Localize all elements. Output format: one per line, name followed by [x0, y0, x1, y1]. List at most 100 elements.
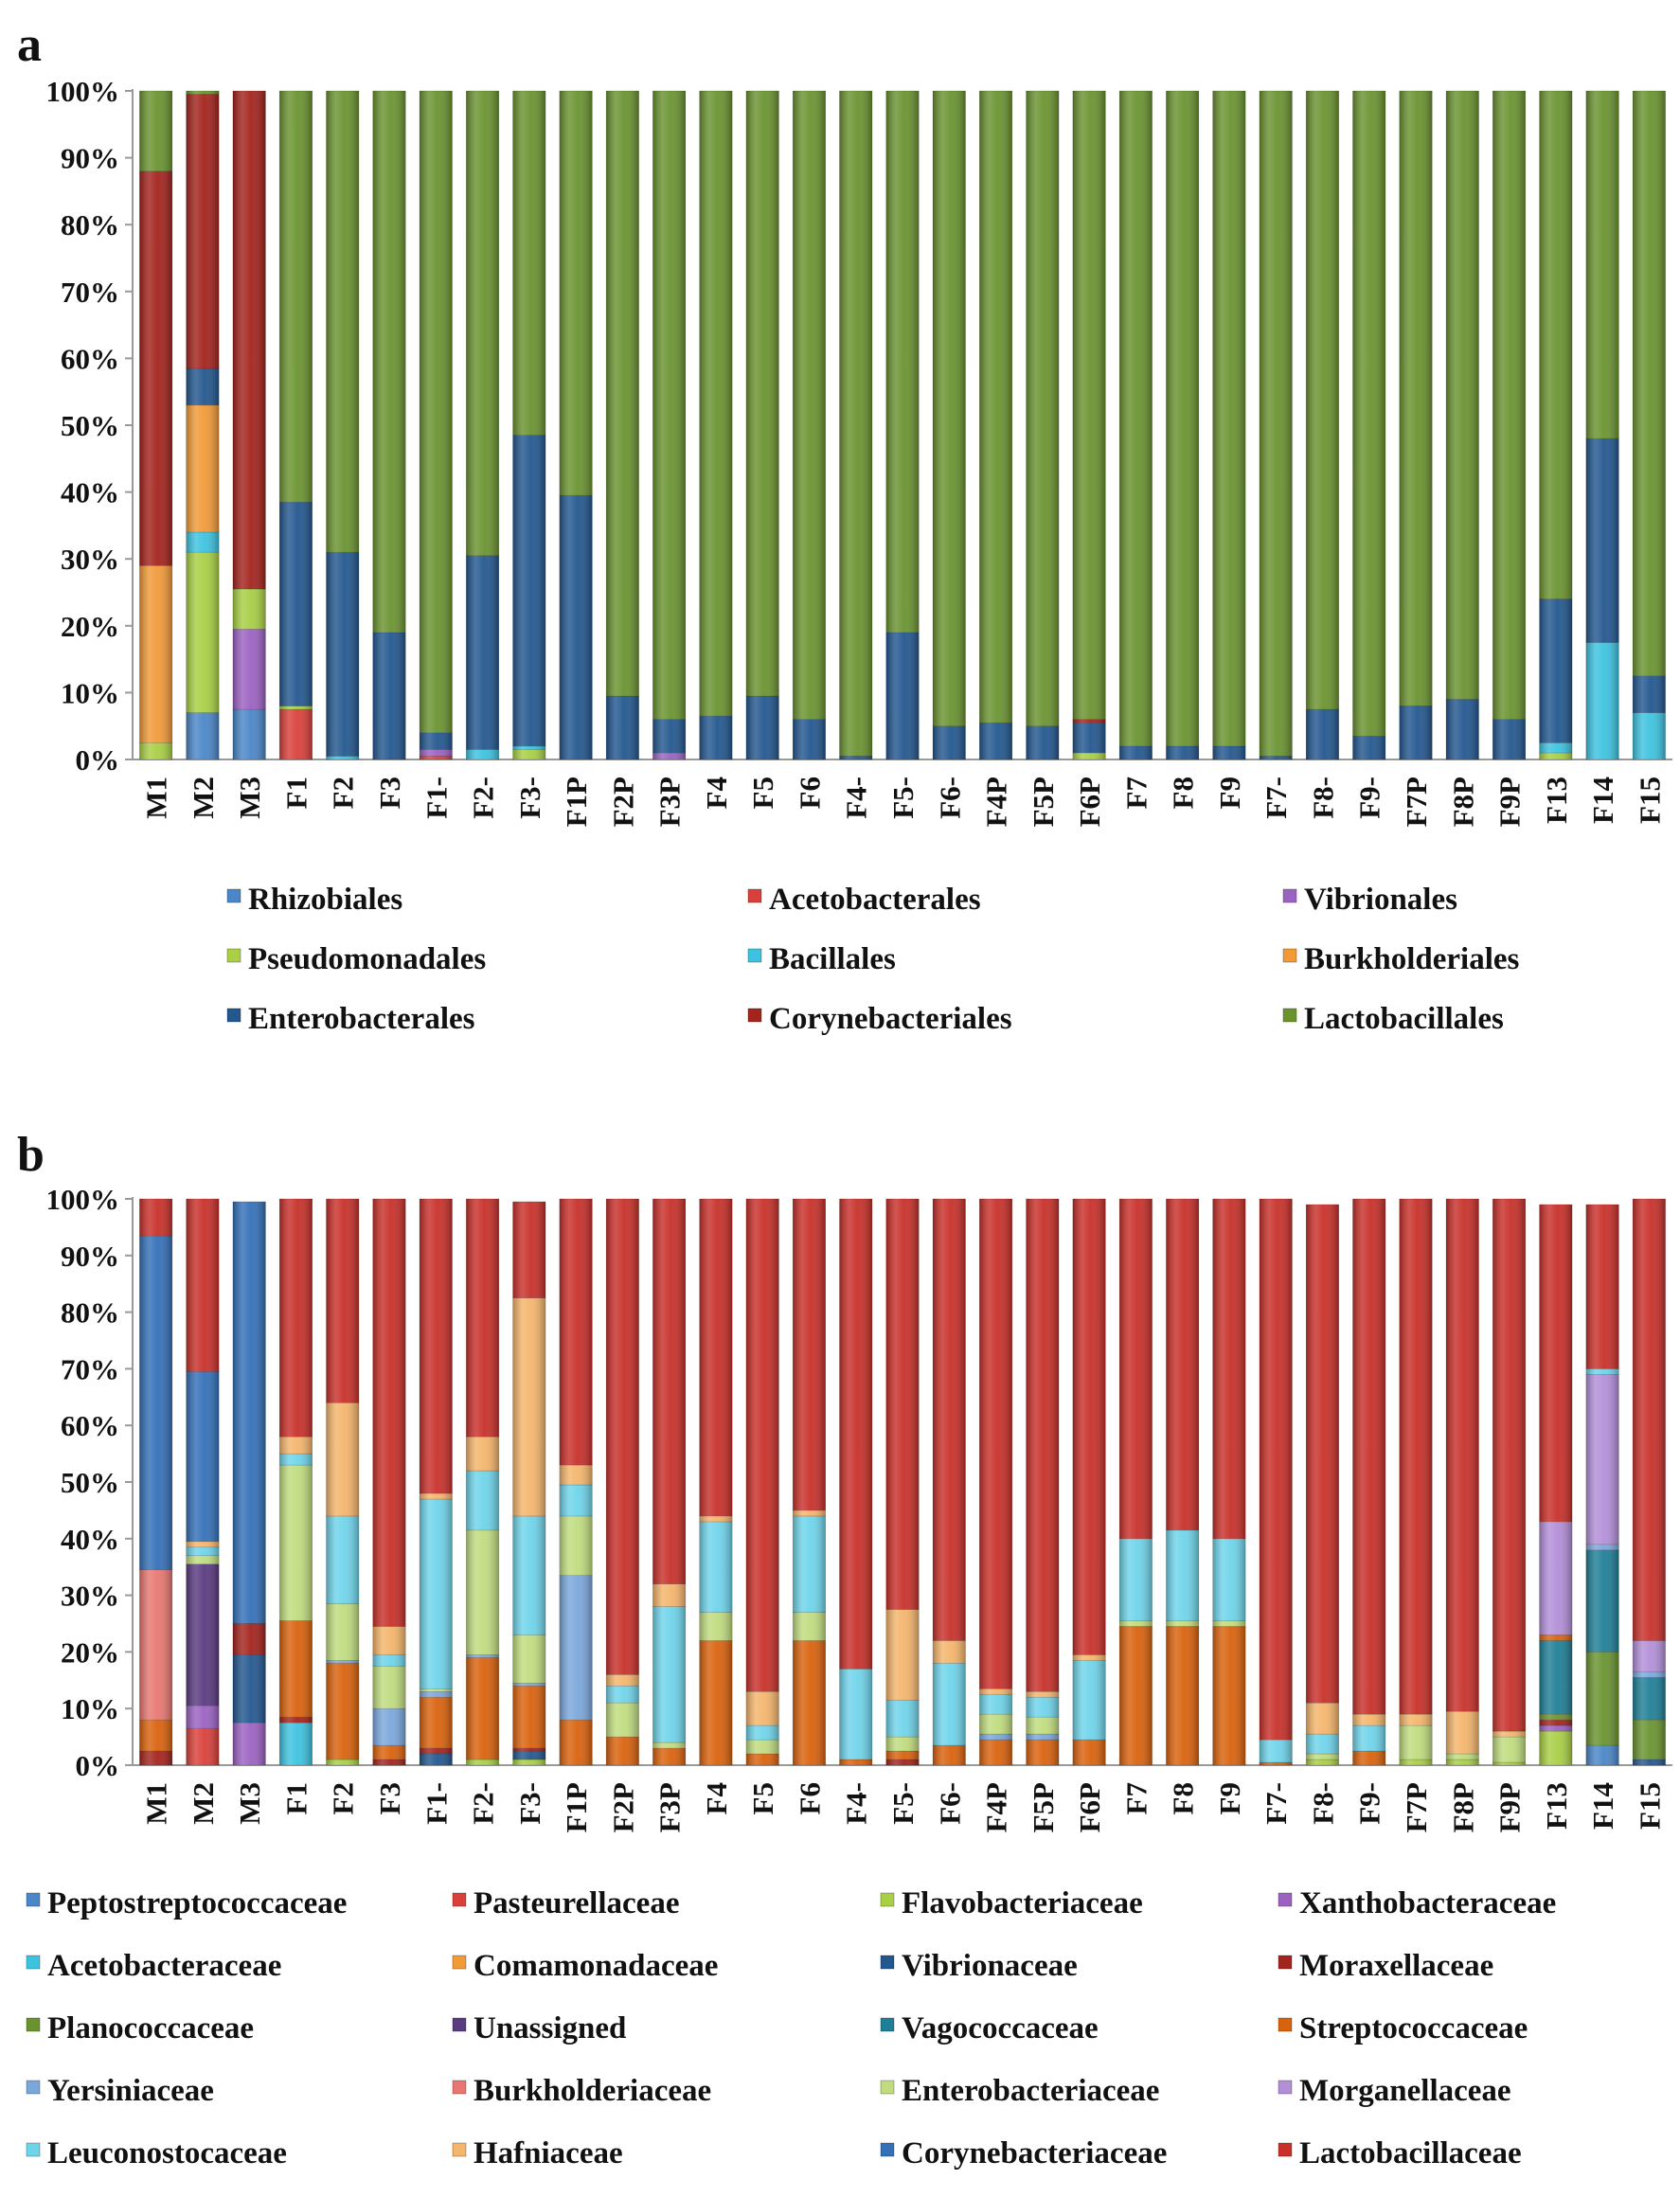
legend-swatch	[1278, 1892, 1293, 1907]
legend-item-lactobacillaceae: Lactobacillaceae	[1278, 2136, 1522, 2170]
legend-swatch	[452, 2080, 467, 2095]
bar-enterobacterales-m2	[186, 367, 220, 406]
bar-lactobacillaceae-f5	[885, 1198, 920, 1610]
x-tick-label: M3	[233, 1782, 266, 1825]
legend-item-xanthobacteraceae: Xanthobacteraceae	[1278, 1886, 1556, 1920]
legend-label: Corynebacteriaceae	[902, 2136, 1167, 2170]
legend-swatch	[26, 2142, 41, 2157]
bar-pseudomonadales-f6p	[1072, 752, 1106, 760]
bar-streptococcaceae-f1	[278, 1620, 313, 1718]
x-tick-label: F1-	[420, 777, 453, 819]
bar-hafniaceae-f9	[1352, 1713, 1386, 1726]
bar-stack-f2	[326, 1198, 360, 1766]
bar-acetobacteraceae-f1	[278, 1722, 313, 1766]
bar-enterobacteriaceae-f2	[465, 1529, 500, 1655]
bar-enterobacterales-f9	[1352, 735, 1386, 760]
bar-enterobacterales-f14	[1585, 438, 1619, 643]
legend-swatch	[1282, 888, 1297, 903]
bar-stack-f7p	[1399, 90, 1433, 760]
bar-enterobacteriaceae-f5p	[1026, 1716, 1060, 1735]
bar-bacillales-f15	[1632, 712, 1666, 760]
x-tick-label: F15	[1633, 1782, 1666, 1830]
bar-vagococcaceae-f13	[1539, 1640, 1573, 1715]
legend-swatch	[1278, 1955, 1293, 1970]
bar-morganellaceae-f15	[1632, 1640, 1666, 1672]
bar-leuconostocaceae-f3p	[652, 1606, 687, 1743]
bar-stack-f6	[792, 1198, 827, 1766]
legend-item-yersiniaceae: Yersiniaceae	[26, 2074, 214, 2108]
bar-leuconostocaceae-f9	[1352, 1724, 1386, 1752]
bar-lactobacillaceae-f3	[372, 1198, 406, 1627]
legend-item-streptococcaceae: Streptococcaceae	[1278, 2011, 1528, 2045]
legend-label: Bacillales	[769, 942, 896, 976]
legend-item-enterobacterales: Enterobacterales	[226, 1002, 475, 1036]
legend-label: Acetobacteraceae	[47, 1949, 281, 1983]
bar-stack-f8p	[1445, 1198, 1479, 1766]
bar-yersiniaceae-f3	[372, 1707, 406, 1746]
bar-enterobacterales-f4p	[979, 722, 1013, 760]
legend-label: Enterobacteriaceae	[902, 2074, 1159, 2108]
bar-stack-f3	[372, 1198, 406, 1766]
legend-label: Yersiniaceae	[47, 2074, 214, 2108]
bar-enterobacteriaceae-f8	[1305, 1753, 1339, 1760]
bar-vibrionaceae-m3	[232, 1654, 266, 1724]
bar-lactobacillaceae-f2p	[605, 1198, 639, 1675]
bar-pseudomonadales-f1	[278, 706, 313, 710]
legend-label: Lactobacillales	[1304, 1002, 1504, 1036]
legend-swatch	[1278, 2142, 1293, 2157]
bar-corynebacteriaceae-m1	[139, 1235, 173, 1570]
bar-leuconostocaceae-f4	[699, 1521, 733, 1613]
bar-streptococcaceae-f7	[1259, 1761, 1293, 1766]
x-tick-label: F2-	[467, 1782, 500, 1825]
bar-stack-f7	[1118, 90, 1153, 760]
x-tick-label: F8	[1167, 777, 1200, 809]
legend-swatch	[226, 948, 241, 963]
bar-lactobacillaceae-f6	[932, 1198, 966, 1641]
bar-lactobacillaceae-f1	[419, 1198, 453, 1494]
legend-label: Burkholderiaceae	[474, 2074, 711, 2108]
legend-item-acetobacterales: Acetobacterales	[747, 883, 981, 917]
bar-stack-m3	[232, 90, 266, 760]
x-tick-label: F3P	[653, 1782, 687, 1832]
bar-stack-f1	[419, 1198, 453, 1766]
bar-pseudomonadales-f13	[1539, 752, 1573, 760]
y-tick-label: 0%	[76, 1749, 120, 1782]
bar-stack-f3p	[652, 90, 687, 760]
bar-moraxellaceae-f1	[278, 1716, 313, 1724]
bar-bacillales-f13	[1539, 742, 1573, 754]
bar-stack-f9p	[1492, 90, 1527, 760]
legend-swatch	[880, 1892, 895, 1907]
y-tick-label: 50%	[61, 409, 119, 442]
x-tick-label: F8P	[1446, 1782, 1479, 1832]
bar-planococcaceae-f13	[1539, 1713, 1573, 1721]
bar-flavobacteriaceae-f2	[465, 1759, 500, 1766]
bar-moraxellaceae-f1	[419, 1747, 453, 1755]
bar-leuconostocaceae-f2	[326, 1515, 360, 1604]
bar-enterobacteriaceae-f9	[1212, 1620, 1246, 1627]
legend-item-flavobacteriaceae: Flavobacteriaceae	[880, 1886, 1143, 1920]
bar-leuconostocaceae-f5	[885, 1699, 920, 1738]
bar-stack-f4	[839, 1198, 873, 1766]
bar-enterobacterales-f1	[419, 732, 453, 750]
bar-hafniaceae-f1	[419, 1492, 453, 1500]
bar-hafniaceae-f1	[278, 1436, 313, 1455]
legend-label: Unassigned	[474, 2011, 626, 2045]
bar-stack-f14	[1585, 1204, 1619, 1766]
bar-enterobacteriaceae-f5	[885, 1736, 920, 1752]
legend-swatch	[226, 1008, 241, 1023]
x-tick-label: F1P	[560, 777, 593, 827]
bar-stack-f7	[1118, 1198, 1153, 1766]
legend-swatch	[1278, 2080, 1293, 2095]
bar-hafniaceae-f3p	[652, 1583, 687, 1607]
legend-swatch	[26, 2080, 41, 2095]
bar-lactobacillaceae-m1	[139, 1198, 173, 1237]
bar-hafniaceae-f2	[326, 1402, 360, 1517]
bar-leuconostocaceae-f8	[1305, 1733, 1339, 1755]
bar-lactobacillales-f14	[1585, 90, 1619, 439]
bar-stack-f3	[512, 90, 546, 760]
bar-stack-f7	[1259, 1198, 1293, 1766]
y-tick-label: 30%	[61, 1580, 119, 1613]
bar-stack-f9	[1212, 1198, 1246, 1766]
x-tick-label: M1	[140, 777, 173, 819]
y-tick-label: 80%	[61, 208, 119, 241]
